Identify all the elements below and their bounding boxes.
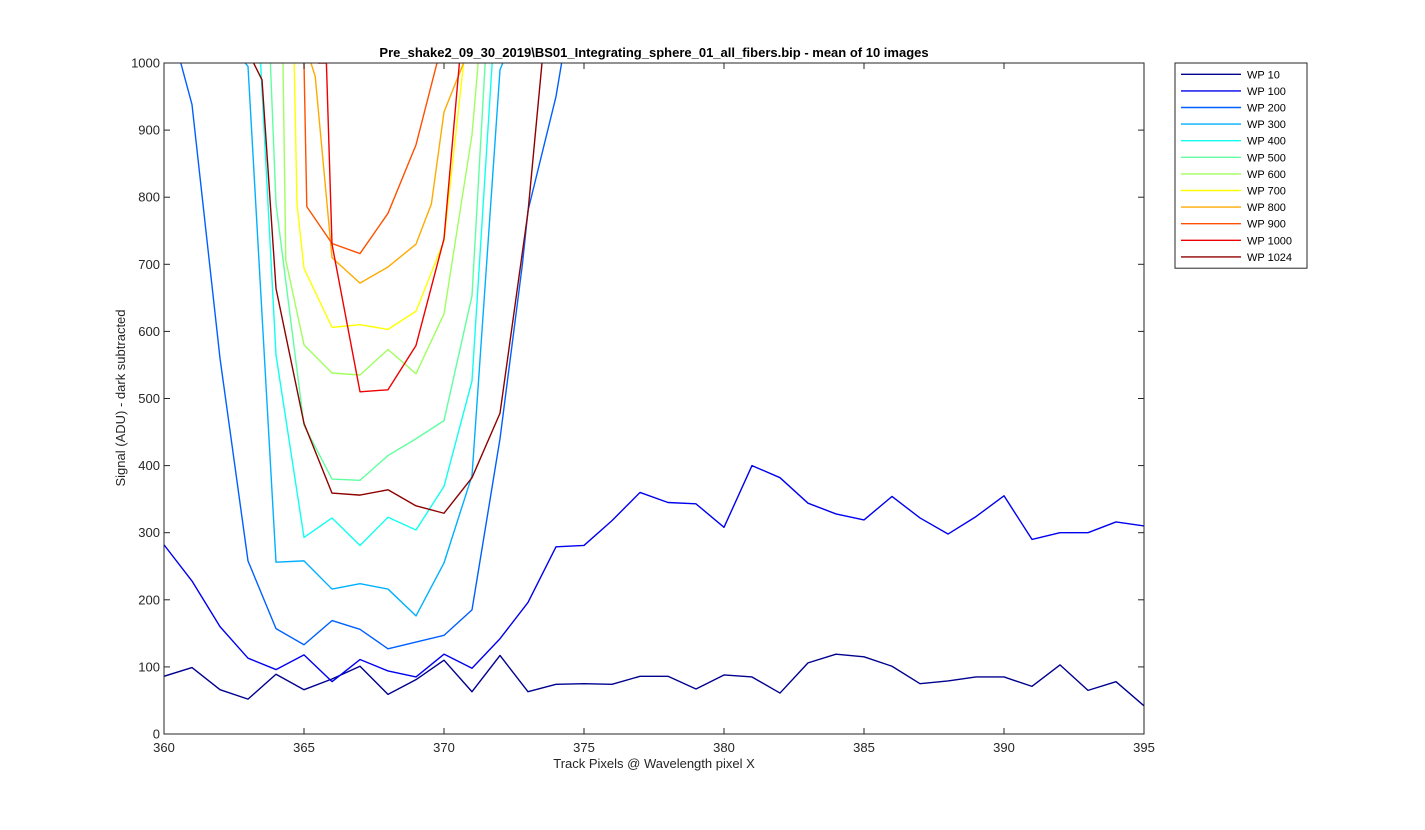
series-line-wp-800 [310,63,465,284]
y-tick-label: 0 [153,727,160,742]
plot-background [164,63,1144,734]
series-layer [164,63,1144,707]
legend-label: WP 1024 [1247,252,1292,264]
x-tick-label: 365 [293,740,315,755]
x-axis-label: Track Pixels @ Wavelength pixel X [553,756,755,771]
series-line-wp-900 [303,63,438,255]
legend-label: WP 900 [1247,219,1286,231]
legend-label: WP 600 [1247,169,1286,181]
y-tick-label: 300 [138,525,160,540]
x-tick-label: 370 [433,740,455,755]
x-axis-ticks: 360 365 370 375 380 385 390 395 [153,63,1155,755]
y-tick-label: 700 [138,257,160,272]
y-tick-label: 800 [138,190,160,205]
series-line-wp-10 [164,653,1144,707]
y-tick-label: 900 [138,123,160,138]
chart-title: Pre_shake2_09_30_2019\BS01_Integrating_s… [379,45,928,60]
legend-box [1174,62,1308,269]
legend-label: WP 500 [1247,152,1286,164]
series-line-wp-700 [293,63,465,331]
x-tick-label: 385 [853,740,875,755]
y-tick-label: 1000 [131,56,160,71]
x-tick-label: 360 [153,740,175,755]
x-tick-label: 380 [713,740,735,755]
legend-label: WP 100 [1247,86,1286,98]
series-line-wp-500 [269,63,486,482]
y-tick-label: 400 [138,458,160,473]
y-tick-label: 500 [138,391,160,406]
series-line-wp-1024 [252,63,543,514]
series-line-wp-300 [244,63,504,617]
legend-label: WP 800 [1247,202,1286,214]
legend-label: WP 400 [1247,136,1286,148]
y-tick-label: 200 [138,592,160,607]
legend-label: WP 300 [1247,119,1286,131]
series-line-wp-400 [259,63,493,547]
y-tick-label: 600 [138,324,160,339]
series-line-wp-100 [164,464,1144,683]
plot-area: 360 365 370 375 380 385 390 395 0 100 200 300 400 50… [131,56,1155,756]
y-tick-label: 100 [138,659,160,674]
series-line-wp-600 [282,63,479,376]
x-tick-label: 395 [1133,740,1155,755]
legend-label: WP 200 [1247,103,1286,115]
legend-label: WP 700 [1247,186,1286,198]
series-line-wp-200 [178,63,563,650]
legend: WP 10 WP 100 WP 200 WP 300 WP 400 WP 500 WP 60… [1174,62,1308,269]
x-tick-label: 375 [573,740,595,755]
y-axis-label: Signal (ADU) - dark subtracted [113,309,128,486]
legend-label: WP 1000 [1247,235,1292,247]
legend-label: WP 10 [1247,69,1280,81]
series-line-wp-1000 [318,63,461,393]
y-axis-ticks: 0 100 200 300 400 500 600 700 800 900 1000 [131,56,1144,742]
x-tick-label: 390 [993,740,1015,755]
